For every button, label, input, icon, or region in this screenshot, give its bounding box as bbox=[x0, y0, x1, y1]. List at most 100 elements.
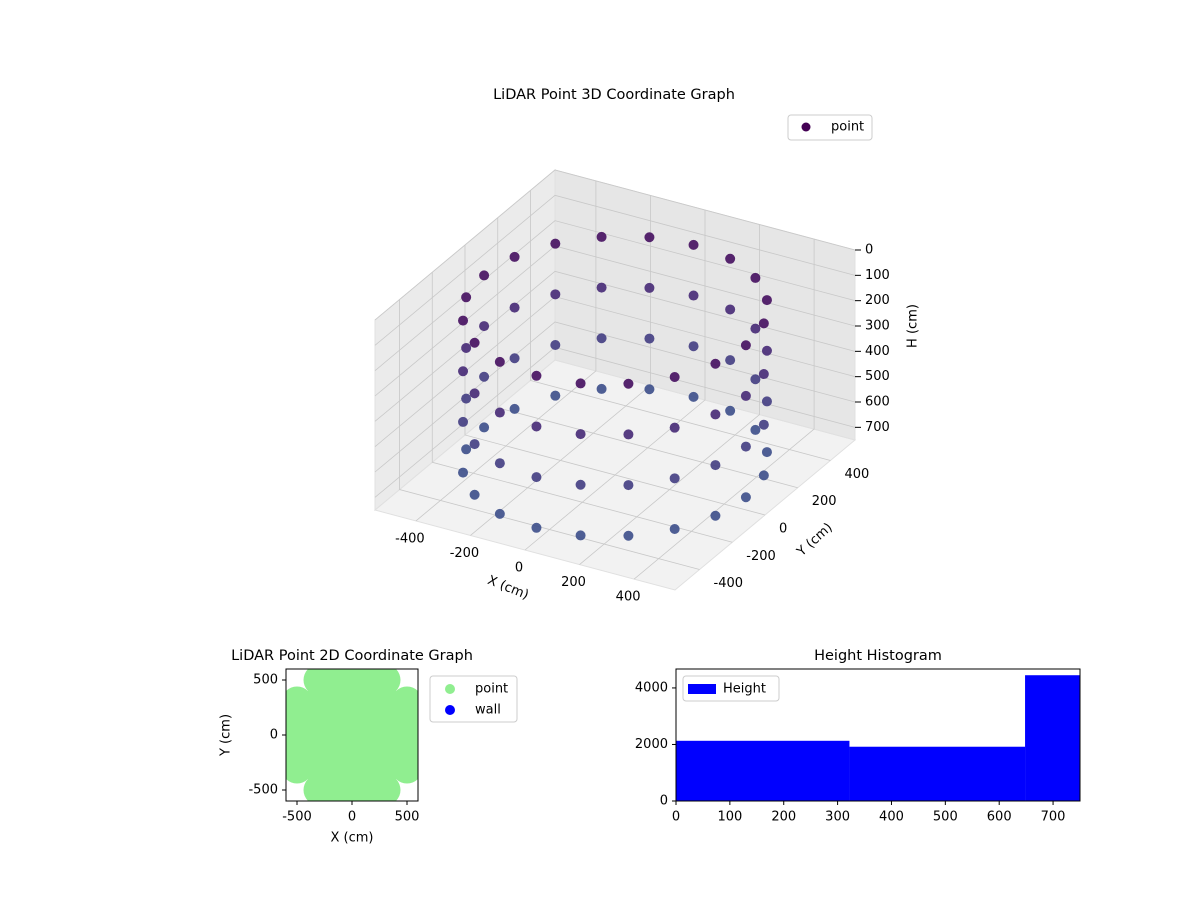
y-tick-label: 0 bbox=[779, 522, 787, 537]
chart-title: LiDAR Point 2D Coordinate Graph bbox=[231, 648, 473, 664]
legend-marker bbox=[801, 122, 811, 132]
point bbox=[623, 530, 634, 541]
grid-line bbox=[530, 190, 831, 461]
point bbox=[461, 444, 472, 455]
grid-line bbox=[374, 169, 856, 321]
y-tick-label: 2000 bbox=[635, 737, 668, 752]
x-tick-label: 600 bbox=[987, 810, 1012, 825]
legend-box bbox=[787, 114, 873, 141]
point bbox=[710, 409, 721, 420]
point bbox=[531, 421, 542, 432]
x-tick-label: 0 bbox=[515, 561, 523, 576]
point bbox=[325, 686, 357, 718]
point bbox=[531, 522, 542, 533]
x-tick-label: 0 bbox=[672, 810, 680, 825]
point bbox=[325, 708, 357, 740]
x-tick-label: 500 bbox=[933, 810, 958, 825]
point bbox=[369, 752, 401, 784]
point bbox=[347, 686, 379, 718]
point bbox=[494, 356, 505, 367]
point bbox=[303, 686, 335, 718]
point bbox=[461, 393, 472, 404]
y-tick-label: 0 bbox=[660, 794, 668, 809]
y-tick-label: 400 bbox=[844, 467, 869, 482]
point bbox=[644, 282, 655, 293]
point bbox=[469, 439, 480, 450]
x-tick-label: 200 bbox=[561, 575, 586, 590]
point bbox=[347, 708, 379, 740]
point bbox=[479, 270, 490, 281]
point bbox=[325, 752, 357, 784]
point bbox=[596, 333, 607, 344]
y-tick-label: 4000 bbox=[635, 680, 668, 695]
point bbox=[303, 708, 335, 740]
point bbox=[761, 295, 772, 306]
point bbox=[740, 390, 751, 401]
z-tick-label: 400 bbox=[865, 344, 890, 359]
legend-label: point bbox=[831, 120, 864, 135]
x-tick-label: 300 bbox=[825, 810, 850, 825]
point bbox=[461, 292, 472, 303]
point bbox=[761, 396, 772, 407]
x-axis-label: X (cm) bbox=[331, 831, 374, 846]
point bbox=[509, 353, 520, 364]
point bbox=[369, 708, 401, 740]
point bbox=[531, 472, 542, 483]
point bbox=[740, 340, 751, 351]
point bbox=[531, 370, 542, 381]
point bbox=[596, 383, 607, 394]
z-tick-label: 200 bbox=[865, 293, 890, 308]
point bbox=[688, 341, 699, 352]
x-tick-label: 0 bbox=[348, 810, 356, 825]
point bbox=[758, 369, 769, 380]
z-tick-label: 0 bbox=[865, 243, 873, 258]
point bbox=[750, 424, 761, 435]
axes-frame bbox=[675, 668, 1081, 802]
point bbox=[303, 752, 335, 784]
point bbox=[758, 470, 769, 481]
x-tick-label: 400 bbox=[879, 810, 904, 825]
legend-label: point bbox=[475, 682, 508, 697]
z-tick-label: 600 bbox=[865, 395, 890, 410]
bar bbox=[676, 740, 850, 801]
point bbox=[479, 422, 490, 433]
point bbox=[688, 239, 699, 250]
y-tick-label: -400 bbox=[714, 576, 744, 591]
legend-marker bbox=[445, 684, 455, 694]
point bbox=[369, 774, 401, 801]
point bbox=[623, 480, 634, 491]
point bbox=[347, 752, 379, 784]
z-tick-label: 500 bbox=[865, 369, 890, 384]
chart-title: LiDAR Point 3D Coordinate Graph bbox=[493, 87, 735, 103]
x-tick-label: 100 bbox=[717, 810, 742, 825]
point bbox=[669, 524, 680, 535]
bar bbox=[1025, 675, 1080, 801]
z-tick-label: 300 bbox=[865, 319, 890, 334]
point bbox=[688, 391, 699, 402]
point bbox=[479, 321, 490, 332]
z-tick-label: 100 bbox=[865, 268, 890, 283]
point bbox=[750, 323, 761, 334]
grid-line bbox=[399, 299, 700, 570]
point bbox=[509, 302, 520, 313]
point bbox=[623, 378, 634, 389]
point bbox=[469, 489, 480, 500]
point bbox=[669, 372, 680, 383]
point bbox=[347, 730, 379, 762]
point bbox=[644, 384, 655, 395]
z-axis-label: H (cm) bbox=[906, 304, 921, 348]
y-tick-label: -500 bbox=[248, 783, 278, 798]
point bbox=[391, 752, 418, 784]
bar bbox=[849, 746, 1026, 801]
z-tick-label: 700 bbox=[865, 420, 890, 435]
point bbox=[469, 388, 480, 399]
legend-box bbox=[682, 675, 780, 702]
grid-line bbox=[415, 180, 597, 522]
point bbox=[644, 333, 655, 344]
x-tick-label: 200 bbox=[771, 810, 796, 825]
point bbox=[575, 479, 586, 490]
y-tick-label: 0 bbox=[270, 728, 278, 743]
x-tick-label: -500 bbox=[282, 810, 312, 825]
grid-line bbox=[524, 210, 706, 551]
